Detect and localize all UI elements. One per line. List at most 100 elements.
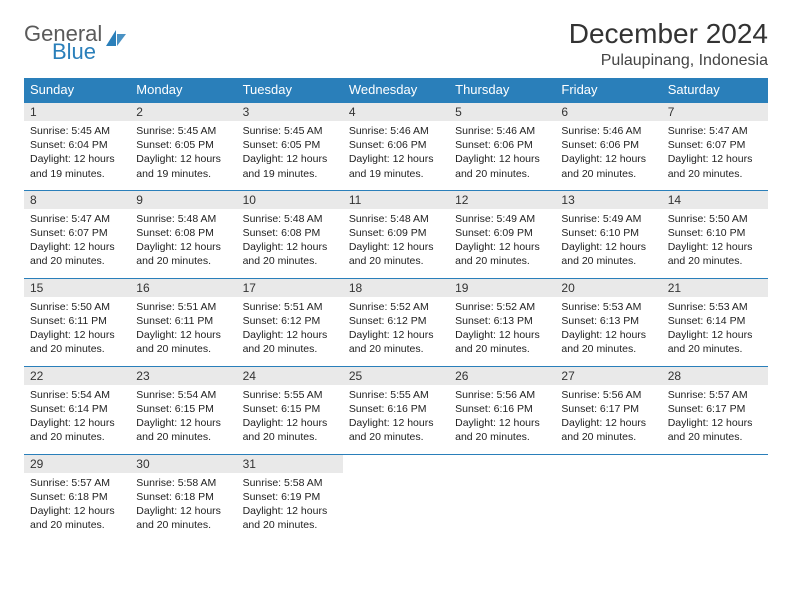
day-details: Sunrise: 5:52 AMSunset: 6:13 PMDaylight:… (449, 297, 555, 363)
weekday-header: Wednesday (343, 78, 449, 102)
day-number: 4 (343, 103, 449, 121)
day-number: 21 (662, 279, 768, 297)
calendar-week-row: 8Sunrise: 5:47 AMSunset: 6:07 PMDaylight… (24, 190, 768, 278)
page-header: General Blue December 2024 Pulaupinang, … (24, 18, 768, 70)
calendar-day-cell: 17Sunrise: 5:51 AMSunset: 6:12 PMDayligh… (237, 278, 343, 366)
day-details: Sunrise: 5:45 AMSunset: 6:05 PMDaylight:… (237, 121, 343, 187)
day-details: Sunrise: 5:47 AMSunset: 6:07 PMDaylight:… (24, 209, 130, 275)
day-details: Sunrise: 5:46 AMSunset: 6:06 PMDaylight:… (343, 121, 449, 187)
calendar-day-cell: 2Sunrise: 5:45 AMSunset: 6:05 PMDaylight… (130, 102, 236, 190)
weekday-header: Friday (555, 78, 661, 102)
day-details: Sunrise: 5:58 AMSunset: 6:19 PMDaylight:… (237, 473, 343, 539)
day-details: Sunrise: 5:56 AMSunset: 6:17 PMDaylight:… (555, 385, 661, 451)
day-number: 5 (449, 103, 555, 121)
day-details: Sunrise: 5:56 AMSunset: 6:16 PMDaylight:… (449, 385, 555, 451)
day-details: Sunrise: 5:57 AMSunset: 6:18 PMDaylight:… (24, 473, 130, 539)
day-details: Sunrise: 5:57 AMSunset: 6:17 PMDaylight:… (662, 385, 768, 451)
weekday-header-row: Sunday Monday Tuesday Wednesday Thursday… (24, 78, 768, 102)
day-number: 23 (130, 367, 236, 385)
calendar-week-row: 15Sunrise: 5:50 AMSunset: 6:11 PMDayligh… (24, 278, 768, 366)
calendar-day-cell: 26Sunrise: 5:56 AMSunset: 6:16 PMDayligh… (449, 366, 555, 454)
day-number: 13 (555, 191, 661, 209)
location-subtitle: Pulaupinang, Indonesia (569, 52, 768, 70)
calendar-day-cell: 20Sunrise: 5:53 AMSunset: 6:13 PMDayligh… (555, 278, 661, 366)
day-details: Sunrise: 5:55 AMSunset: 6:16 PMDaylight:… (343, 385, 449, 451)
calendar-day-cell: 23Sunrise: 5:54 AMSunset: 6:15 PMDayligh… (130, 366, 236, 454)
day-number: 12 (449, 191, 555, 209)
calendar-day-cell: 11Sunrise: 5:48 AMSunset: 6:09 PMDayligh… (343, 190, 449, 278)
calendar-day-cell: 4Sunrise: 5:46 AMSunset: 6:06 PMDaylight… (343, 102, 449, 190)
day-details: Sunrise: 5:48 AMSunset: 6:08 PMDaylight:… (130, 209, 236, 275)
weekday-header: Tuesday (237, 78, 343, 102)
calendar-day-cell: 30Sunrise: 5:58 AMSunset: 6:18 PMDayligh… (130, 454, 236, 542)
day-number: 6 (555, 103, 661, 121)
calendar-week-row: 29Sunrise: 5:57 AMSunset: 6:18 PMDayligh… (24, 454, 768, 542)
day-number: 9 (130, 191, 236, 209)
day-number: 27 (555, 367, 661, 385)
month-title: December 2024 (569, 18, 768, 50)
day-details: Sunrise: 5:48 AMSunset: 6:08 PMDaylight:… (237, 209, 343, 275)
calendar-week-row: 1Sunrise: 5:45 AMSunset: 6:04 PMDaylight… (24, 102, 768, 190)
day-number: 24 (237, 367, 343, 385)
calendar-day-cell: 1Sunrise: 5:45 AMSunset: 6:04 PMDaylight… (24, 102, 130, 190)
day-number: 28 (662, 367, 768, 385)
day-details: Sunrise: 5:49 AMSunset: 6:09 PMDaylight:… (449, 209, 555, 275)
calendar-day-cell: 19Sunrise: 5:52 AMSunset: 6:13 PMDayligh… (449, 278, 555, 366)
calendar-day-cell: 31Sunrise: 5:58 AMSunset: 6:19 PMDayligh… (237, 454, 343, 542)
calendar-day-cell: 6Sunrise: 5:46 AMSunset: 6:06 PMDaylight… (555, 102, 661, 190)
day-number: 11 (343, 191, 449, 209)
calendar-day-cell: 8Sunrise: 5:47 AMSunset: 6:07 PMDaylight… (24, 190, 130, 278)
day-details: Sunrise: 5:58 AMSunset: 6:18 PMDaylight:… (130, 473, 236, 539)
calendar-day-cell (555, 454, 661, 542)
day-number: 26 (449, 367, 555, 385)
calendar-day-cell: 18Sunrise: 5:52 AMSunset: 6:12 PMDayligh… (343, 278, 449, 366)
day-number: 25 (343, 367, 449, 385)
day-number: 17 (237, 279, 343, 297)
day-number: 31 (237, 455, 343, 473)
calendar-day-cell: 22Sunrise: 5:54 AMSunset: 6:14 PMDayligh… (24, 366, 130, 454)
day-number: 20 (555, 279, 661, 297)
day-number: 30 (130, 455, 236, 473)
day-number: 1 (24, 103, 130, 121)
day-details: Sunrise: 5:47 AMSunset: 6:07 PMDaylight:… (662, 121, 768, 187)
logo-text-blue: Blue (52, 42, 102, 62)
day-details: Sunrise: 5:45 AMSunset: 6:05 PMDaylight:… (130, 121, 236, 187)
day-details: Sunrise: 5:49 AMSunset: 6:10 PMDaylight:… (555, 209, 661, 275)
calendar-day-cell: 9Sunrise: 5:48 AMSunset: 6:08 PMDaylight… (130, 190, 236, 278)
day-details: Sunrise: 5:54 AMSunset: 6:15 PMDaylight:… (130, 385, 236, 451)
calendar-day-cell: 21Sunrise: 5:53 AMSunset: 6:14 PMDayligh… (662, 278, 768, 366)
calendar-day-cell (662, 454, 768, 542)
day-details: Sunrise: 5:50 AMSunset: 6:11 PMDaylight:… (24, 297, 130, 363)
day-details: Sunrise: 5:53 AMSunset: 6:14 PMDaylight:… (662, 297, 768, 363)
day-details: Sunrise: 5:51 AMSunset: 6:11 PMDaylight:… (130, 297, 236, 363)
day-details: Sunrise: 5:46 AMSunset: 6:06 PMDaylight:… (449, 121, 555, 187)
day-number: 15 (24, 279, 130, 297)
calendar-day-cell: 3Sunrise: 5:45 AMSunset: 6:05 PMDaylight… (237, 102, 343, 190)
calendar-day-cell: 12Sunrise: 5:49 AMSunset: 6:09 PMDayligh… (449, 190, 555, 278)
day-details: Sunrise: 5:52 AMSunset: 6:12 PMDaylight:… (343, 297, 449, 363)
calendar-day-cell: 10Sunrise: 5:48 AMSunset: 6:08 PMDayligh… (237, 190, 343, 278)
calendar-page: General Blue December 2024 Pulaupinang, … (0, 0, 792, 560)
day-details: Sunrise: 5:55 AMSunset: 6:15 PMDaylight:… (237, 385, 343, 451)
calendar-day-cell (343, 454, 449, 542)
calendar-day-cell: 5Sunrise: 5:46 AMSunset: 6:06 PMDaylight… (449, 102, 555, 190)
day-details: Sunrise: 5:54 AMSunset: 6:14 PMDaylight:… (24, 385, 130, 451)
calendar-day-cell: 16Sunrise: 5:51 AMSunset: 6:11 PMDayligh… (130, 278, 236, 366)
weekday-header: Sunday (24, 78, 130, 102)
day-number: 16 (130, 279, 236, 297)
day-number: 22 (24, 367, 130, 385)
day-number: 19 (449, 279, 555, 297)
day-number: 3 (237, 103, 343, 121)
day-number: 18 (343, 279, 449, 297)
logo: General Blue (24, 18, 128, 62)
day-number: 14 (662, 191, 768, 209)
calendar-day-cell (449, 454, 555, 542)
calendar-day-cell: 7Sunrise: 5:47 AMSunset: 6:07 PMDaylight… (662, 102, 768, 190)
day-details: Sunrise: 5:50 AMSunset: 6:10 PMDaylight:… (662, 209, 768, 275)
calendar-week-row: 22Sunrise: 5:54 AMSunset: 6:14 PMDayligh… (24, 366, 768, 454)
calendar-day-cell: 14Sunrise: 5:50 AMSunset: 6:10 PMDayligh… (662, 190, 768, 278)
day-number: 7 (662, 103, 768, 121)
day-details: Sunrise: 5:53 AMSunset: 6:13 PMDaylight:… (555, 297, 661, 363)
calendar-day-cell: 27Sunrise: 5:56 AMSunset: 6:17 PMDayligh… (555, 366, 661, 454)
day-details: Sunrise: 5:48 AMSunset: 6:09 PMDaylight:… (343, 209, 449, 275)
